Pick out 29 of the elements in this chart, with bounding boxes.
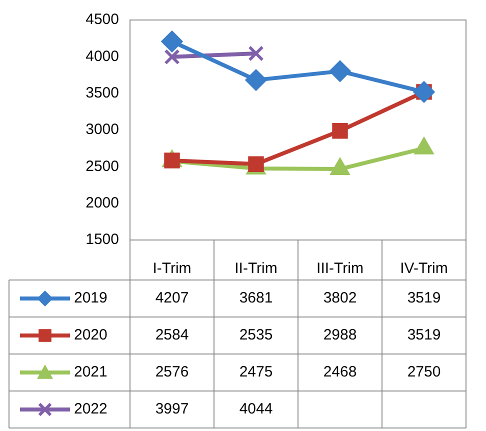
- legend-label: 2022: [74, 400, 108, 418]
- data-label: 3519: [407, 290, 441, 307]
- x-tick-label: II-Trim: [234, 260, 278, 278]
- data-label: 3997: [155, 400, 189, 418]
- data-label: 2475: [239, 364, 273, 381]
- y-tick-label: 1500: [86, 231, 119, 248]
- x-tick-label: IV-Trim: [400, 260, 448, 278]
- x-tick-label: III-Trim: [316, 260, 364, 278]
- y-tick-label: 2000: [86, 194, 119, 212]
- legend-label: 2020: [74, 326, 108, 344]
- data-label: 2576: [155, 364, 189, 381]
- y-tick-label: 3000: [86, 121, 119, 138]
- data-label: 2535: [239, 326, 273, 344]
- data-label: 4207: [155, 290, 189, 307]
- data-label: 4044: [239, 400, 273, 418]
- data-label: 2468: [323, 364, 357, 381]
- y-tick-label: 4000: [86, 48, 119, 65]
- data-label: 3802: [323, 290, 357, 307]
- data-label: 2988: [323, 326, 357, 344]
- y-tick-label: 2500: [86, 158, 119, 175]
- data-label: 3681: [239, 290, 273, 307]
- data-label: 2584: [155, 326, 189, 344]
- legend-label: 2019: [74, 290, 108, 307]
- y-tick-label: 4500: [86, 11, 119, 28]
- data-label: 3519: [407, 326, 441, 344]
- x-tick-label: I-Trim: [152, 260, 192, 278]
- data-label: 2750: [407, 364, 441, 381]
- legend-label: 2021: [74, 364, 108, 381]
- y-tick-label: 3500: [86, 84, 119, 102]
